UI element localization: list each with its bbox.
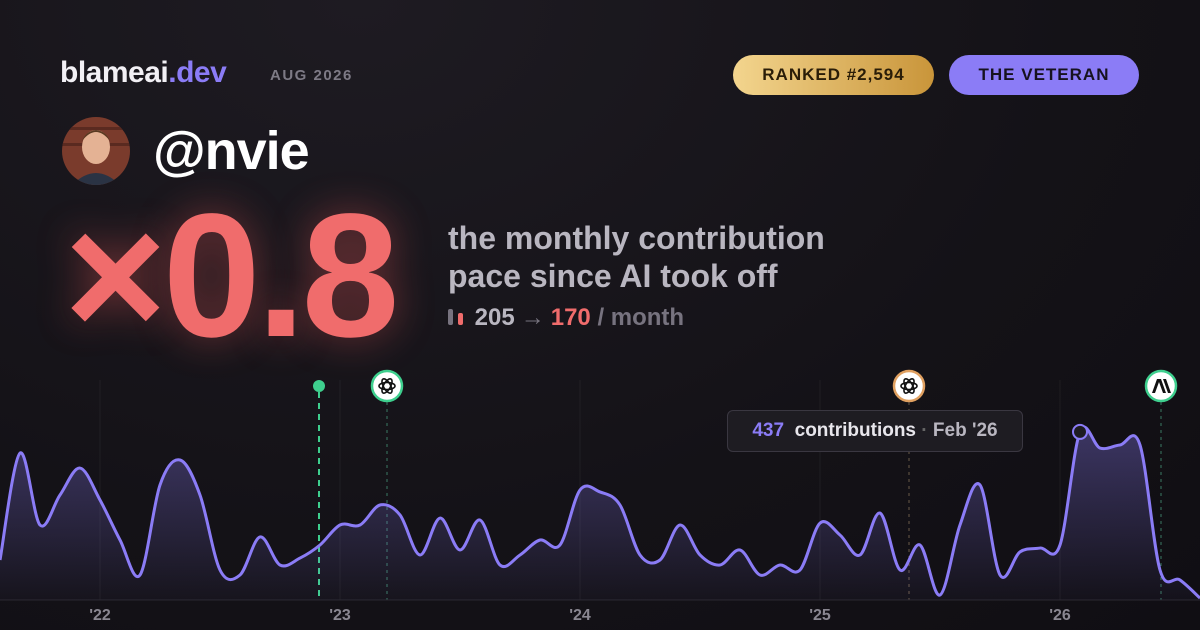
pace-unit: / month bbox=[597, 304, 685, 331]
x-tick-label: '23 bbox=[329, 607, 351, 624]
pace-after: 170 bbox=[550, 304, 591, 331]
highlight-point bbox=[1072, 423, 1088, 440]
pace-multiplier: ×0.8 bbox=[64, 178, 399, 374]
event-icon bbox=[892, 369, 926, 403]
event-markers bbox=[313, 369, 1178, 600]
brand-tld: .dev bbox=[168, 56, 227, 89]
event-dot bbox=[313, 380, 325, 392]
pace-stats: 205 → 170 / month bbox=[448, 304, 684, 332]
event-icon bbox=[370, 369, 404, 403]
line bbox=[0, 425, 1200, 600]
brand-name: blameai bbox=[60, 56, 169, 89]
pace-arrow: → bbox=[520, 304, 545, 331]
brand: blameai.dev bbox=[60, 56, 227, 90]
tooltip-date: Feb '26 bbox=[932, 420, 998, 441]
date: AUG 2026 bbox=[270, 67, 353, 84]
description-line: the monthly contribution bbox=[448, 220, 825, 256]
tooltip-value: 437 bbox=[752, 420, 785, 441]
avatar bbox=[62, 117, 130, 185]
title-badge: THE VETERAN bbox=[949, 55, 1139, 95]
handle: @nvie bbox=[153, 121, 310, 181]
x-tick-label: '24 bbox=[569, 607, 591, 624]
rank-badge: RANKED #2,594 bbox=[733, 55, 934, 95]
pace-icon bbox=[448, 309, 463, 325]
tooltip-label: contributions bbox=[794, 420, 917, 441]
area bbox=[0, 427, 1200, 600]
tooltip: 437 contributions · Feb '26 bbox=[727, 410, 1023, 452]
openai-logo bbox=[378, 378, 396, 394]
pace-before: 205 bbox=[474, 304, 515, 331]
openai-logo bbox=[900, 378, 918, 394]
x-tick-label: '25 bbox=[809, 607, 831, 624]
x-tick-label: '26 bbox=[1049, 607, 1071, 624]
description-line: pace since AI took off bbox=[448, 258, 778, 294]
x-tick-label: '22 bbox=[89, 607, 111, 624]
anthropic-logo bbox=[1152, 379, 1171, 393]
